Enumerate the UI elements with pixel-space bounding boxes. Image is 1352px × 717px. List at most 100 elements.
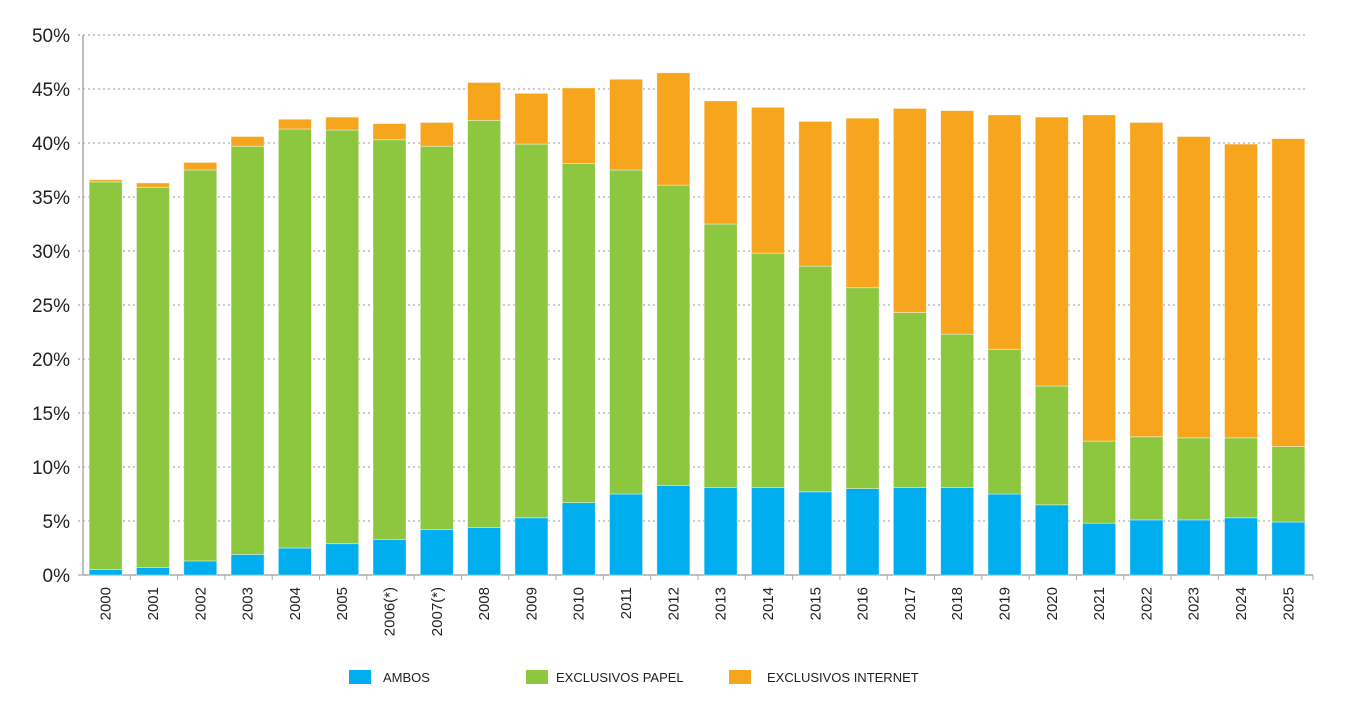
y-tick-label: 40% — [32, 134, 70, 155]
y-tick-label: 45% — [32, 80, 70, 101]
bar-segment-exclusivos-papel — [277, 128, 312, 549]
bar-segment-exclusivos-internet — [892, 108, 927, 313]
bar-segment-exclusivos-internet — [987, 114, 1022, 350]
bar-segment-exclusivos-papel — [183, 169, 218, 562]
bar-segment-exclusivos-internet — [136, 182, 170, 188]
bar-segment-exclusivos-internet — [183, 162, 218, 171]
bar-segment-ambos — [419, 529, 454, 576]
bar-segment-exclusivos-internet — [609, 78, 643, 171]
bar-segment-ambos — [514, 517, 549, 576]
bar-segment-ambos — [798, 491, 833, 576]
bar-segment-exclusivos-internet — [845, 117, 880, 289]
bar-segment-exclusivos-internet — [798, 121, 833, 267]
bar-segment-exclusivos-internet — [1034, 116, 1069, 387]
x-tick-label: 2022 — [1138, 587, 1155, 620]
bar-segment-exclusivos-papel — [1034, 385, 1069, 506]
bar-segment-exclusivos-internet — [751, 106, 785, 254]
bar-segment-ambos — [1176, 519, 1211, 576]
bar-segment-exclusivos-papel — [230, 145, 265, 555]
bar-segment-ambos — [1271, 521, 1306, 576]
bar-segment-exclusivos-papel — [751, 252, 785, 488]
bar-segment-exclusivos-papel — [372, 139, 407, 540]
x-tick-label: 2017 — [902, 587, 919, 620]
x-tick-label: 2025 — [1280, 587, 1297, 620]
x-tick-label: 2010 — [571, 587, 588, 620]
bar-segment-exclusivos-papel — [467, 119, 502, 528]
bar-segment-exclusivos-internet — [1176, 136, 1211, 439]
bar-segment-ambos — [88, 569, 123, 576]
bar-segment-exclusivos-papel — [892, 312, 927, 488]
x-tick-label: 2021 — [1091, 587, 1108, 620]
x-tick-label: 2005 — [334, 587, 351, 620]
x-tick-label: 2009 — [523, 587, 540, 620]
bar-segment-ambos — [656, 484, 691, 576]
y-tick-label: 35% — [32, 188, 70, 209]
bar-segment-exclusivos-internet — [467, 82, 502, 121]
x-tick-label: 2002 — [192, 587, 209, 620]
x-tick-label: 2024 — [1233, 587, 1250, 620]
bar-segment-exclusivos-papel — [609, 169, 643, 495]
x-tick-label: 2004 — [287, 587, 304, 620]
bar-segment-ambos — [987, 493, 1022, 576]
bar-segment-exclusivos-papel — [1082, 440, 1117, 524]
bar-segment-ambos — [703, 487, 738, 576]
bar-segment-exclusivos-papel — [798, 265, 833, 493]
bar-segment-exclusivos-papel — [1176, 437, 1211, 521]
x-tick-label: 2014 — [760, 587, 777, 620]
bar-segment-ambos — [561, 502, 596, 576]
bar-segment-ambos — [325, 543, 360, 576]
y-tick-label: 10% — [32, 458, 70, 479]
bar-segment-ambos — [751, 487, 785, 576]
x-tick-label: 2013 — [713, 587, 730, 620]
bar-segment-exclusivos-internet — [1224, 143, 1258, 439]
bar-segment-exclusivos-internet — [1129, 122, 1164, 438]
x-tick-label: 2000 — [98, 587, 115, 620]
bar-segment-ambos — [1034, 504, 1069, 576]
bar-segment-ambos — [372, 538, 407, 576]
bar-segment-exclusivos-internet — [940, 110, 975, 335]
bar-segment-ambos — [609, 493, 643, 576]
bar-segment-exclusivos-papel — [845, 287, 880, 490]
x-tick-label: 2019 — [997, 587, 1014, 620]
bar-segment-exclusivos-papel — [561, 163, 596, 504]
x-tick-label: 2016 — [855, 587, 872, 620]
x-tick-label: 2001 — [145, 587, 162, 620]
y-tick-label: 30% — [32, 242, 70, 263]
y-tick-label: 20% — [32, 350, 70, 371]
x-tick-label: 2015 — [807, 587, 824, 620]
bar-segment-ambos — [136, 567, 170, 576]
bar-segment-ambos — [892, 487, 927, 576]
bar-segment-exclusivos-papel — [514, 143, 549, 519]
bar-segment-exclusivos-internet — [372, 123, 407, 141]
bar-segment-exclusivos-internet — [514, 92, 549, 145]
legend-swatch — [349, 670, 371, 684]
legend-label: EXCLUSIVOS PAPEL — [556, 670, 684, 685]
bar-segment-exclusivos-internet — [703, 100, 738, 225]
x-tick-label: 2020 — [1044, 587, 1061, 620]
bar-segment-ambos — [467, 527, 502, 576]
bar-segment-exclusivos-papel — [1129, 436, 1164, 521]
x-tick-label: 2023 — [1186, 587, 1203, 620]
x-tick-label: 2003 — [240, 587, 257, 620]
bar-segment-ambos — [845, 488, 880, 576]
legend-label: AMBOS — [383, 670, 430, 685]
bar-segment-ambos — [1082, 522, 1117, 576]
bar-segment-exclusivos-papel — [987, 348, 1022, 495]
bar-segment-ambos — [230, 554, 265, 576]
bar-segment-exclusivos-papel — [1224, 437, 1258, 519]
x-tick-label: 2011 — [618, 587, 635, 619]
bar-segment-exclusivos-papel — [88, 181, 123, 571]
bar-segment-exclusivos-internet — [1271, 138, 1306, 447]
legend-label: EXCLUSIVOS INTERNET — [767, 670, 919, 685]
x-tick-label: 2012 — [665, 587, 682, 620]
bar-segment-exclusivos-internet — [1082, 114, 1117, 442]
bar-segment-exclusivos-papel — [136, 186, 170, 568]
bar-segment-exclusivos-papel — [703, 223, 738, 488]
bar-segment-exclusivos-papel — [1271, 446, 1306, 523]
bar-segment-ambos — [940, 487, 975, 576]
bar-segment-ambos — [1129, 519, 1164, 576]
bar-segment-exclusivos-internet — [656, 72, 691, 186]
x-tick-label: 2007(*) — [429, 587, 446, 636]
x-tick-label: 2006(*) — [382, 587, 399, 636]
